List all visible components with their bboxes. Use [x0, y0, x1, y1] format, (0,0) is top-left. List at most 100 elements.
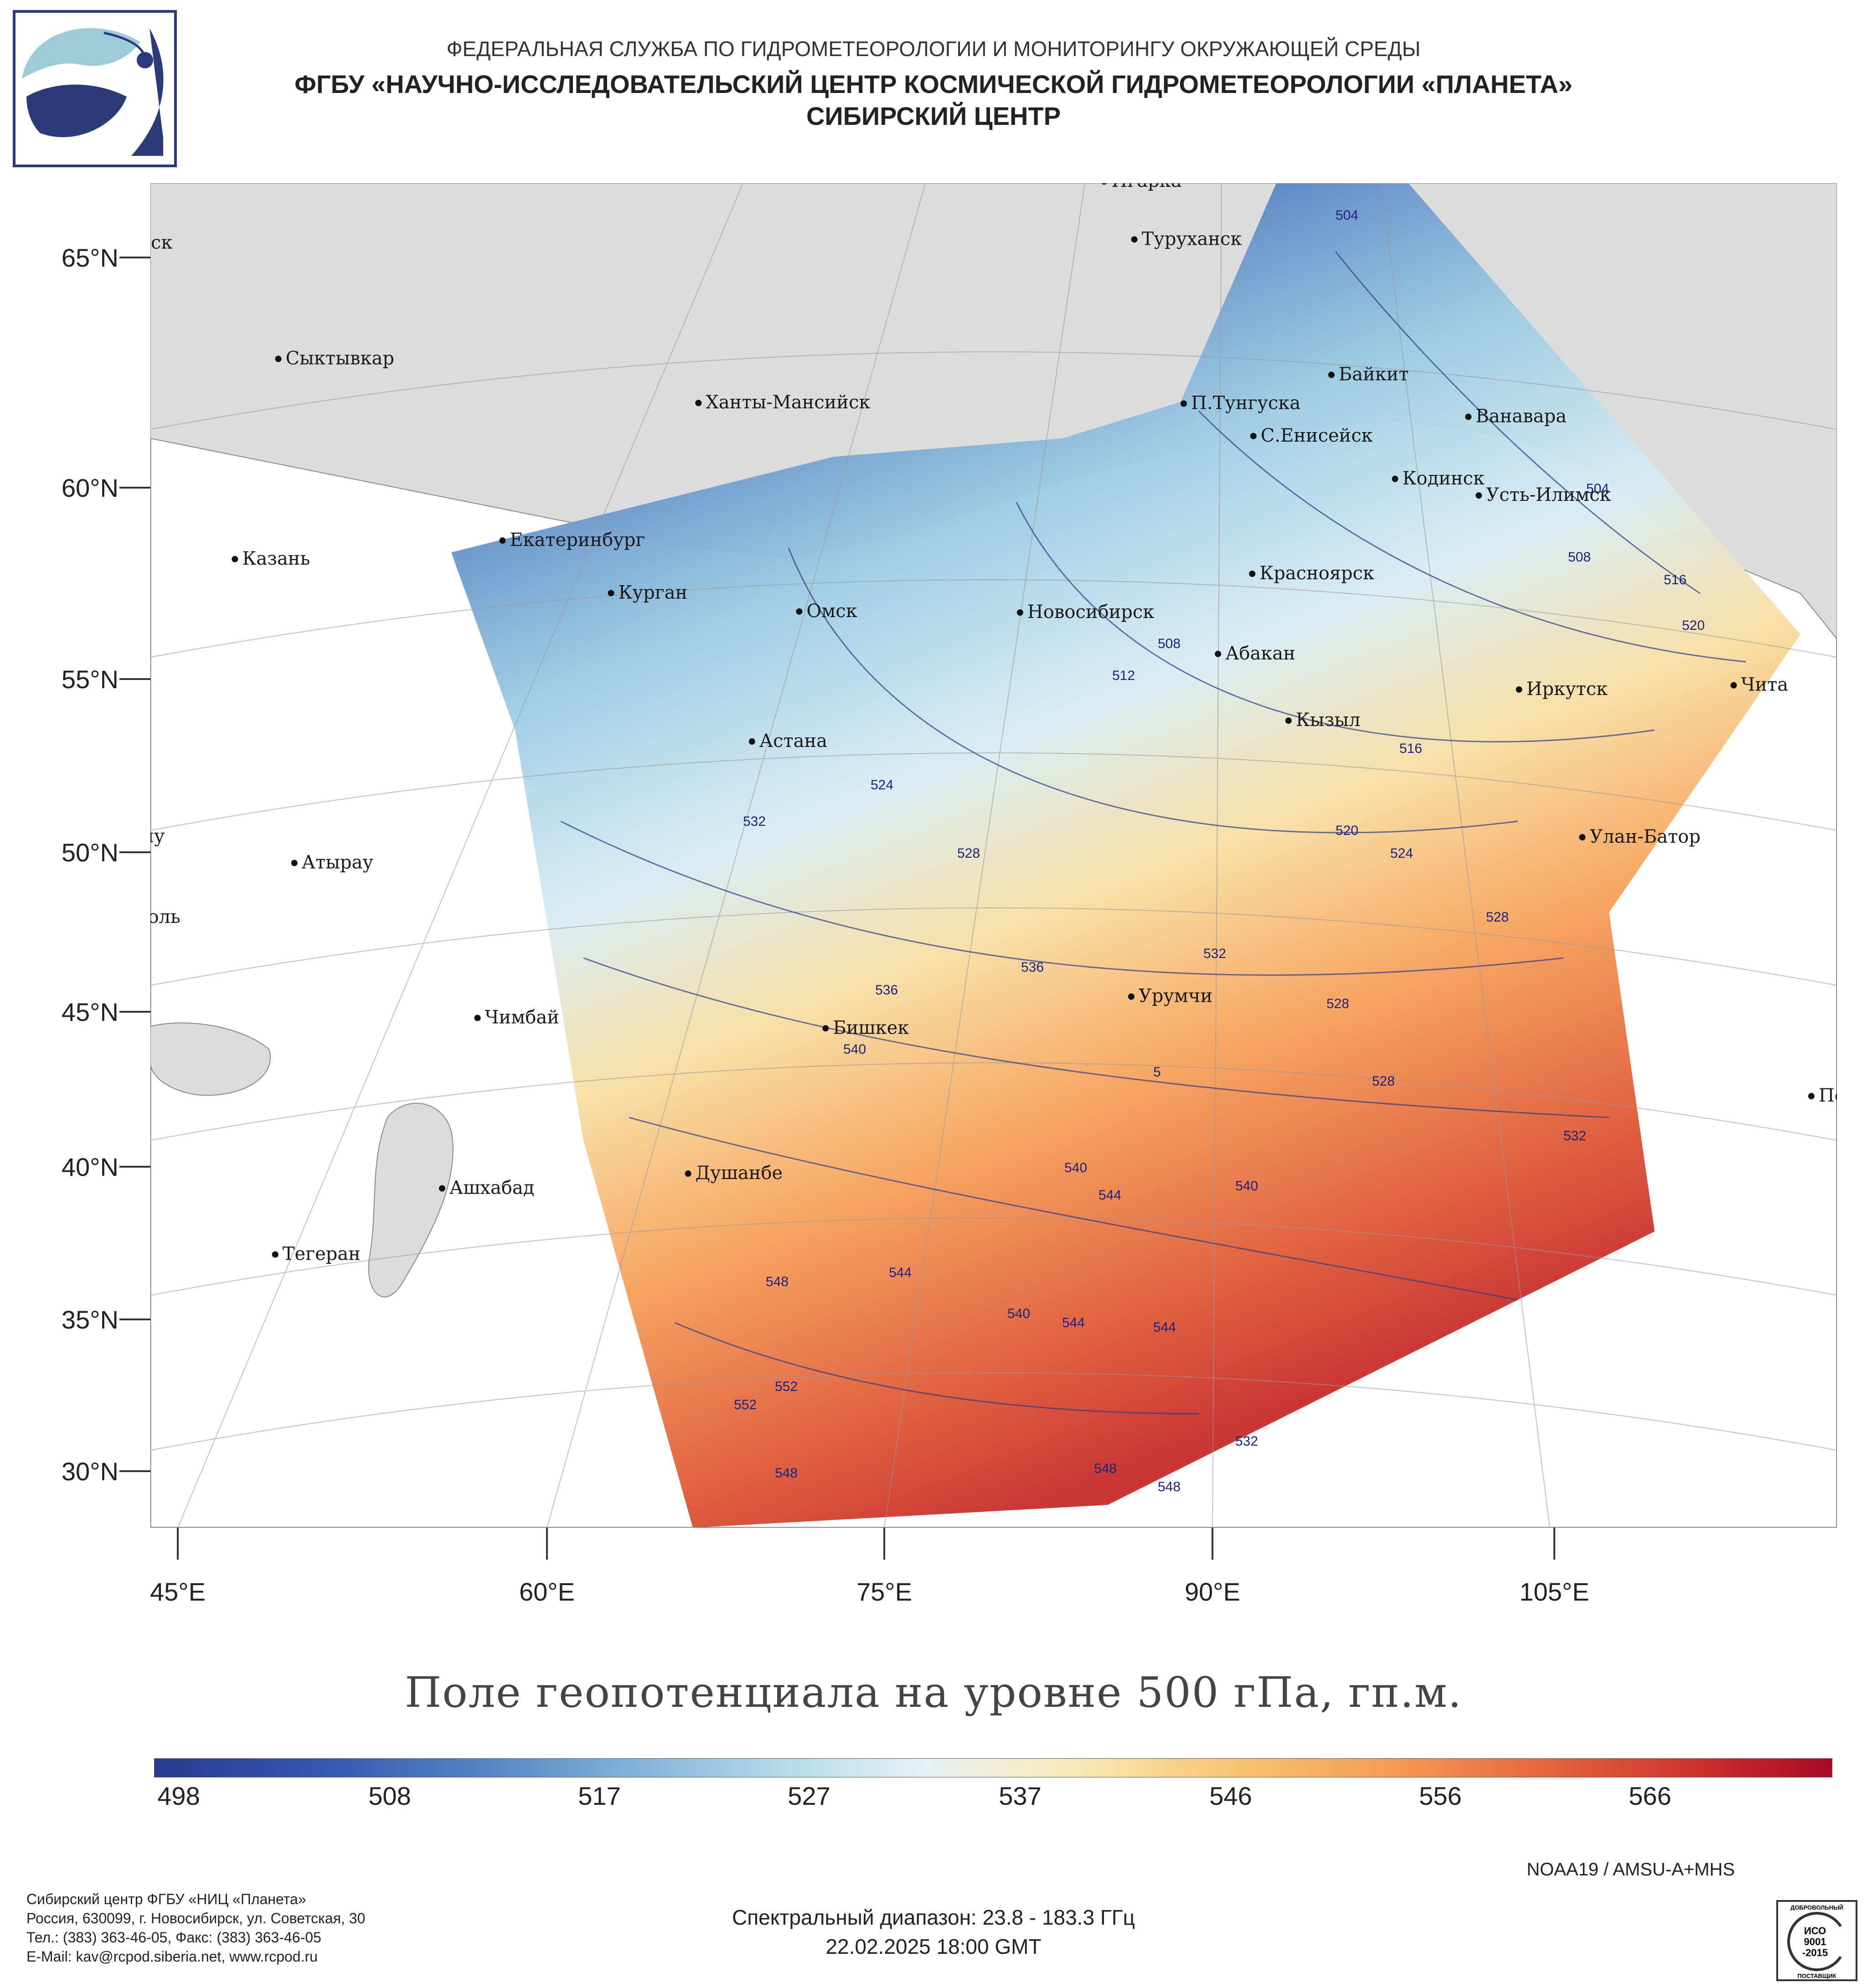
longitude-tick [177, 1528, 179, 1560]
city-label: Игарка [1111, 183, 1181, 191]
address-line: Тел.: (383) 363-46-05, Факс: (383) 363-4… [26, 1929, 321, 1946]
iso-certification-badge: ДОБРОВОЛЬНЫЙ ИСО 9001 -2015 ПОСТАВЩИК [1776, 1900, 1857, 1981]
latitude-tick [119, 678, 150, 680]
city-label: Урумчи [1139, 986, 1212, 1007]
colorbar-label: 508 [368, 1782, 411, 1810]
city-dot [1250, 433, 1257, 439]
city-dot [474, 1015, 481, 1021]
city-label: Сыктывкар [286, 348, 394, 369]
city-marker: Курган [608, 582, 688, 603]
city-markers: ДиксонХатангаСабеттаАрхангельскНорильскИ… [150, 183, 1837, 1265]
contour-label: 548 [1158, 1479, 1181, 1494]
city-dot [1181, 400, 1187, 407]
latitude-tick [119, 487, 150, 489]
latitude-label: 65°N [61, 243, 119, 272]
contour-label: 524 [871, 778, 893, 793]
longitude-tick [883, 1528, 885, 1560]
contour-label: 532 [1203, 946, 1226, 961]
caspian-sea [368, 1102, 454, 1298]
city-marker: Екатеринбург [499, 530, 645, 551]
longitude-label: 75°E [856, 1577, 913, 1606]
city-dot [1101, 183, 1107, 185]
city-label: Иркутск [1527, 679, 1608, 700]
contour-label: 516 [1664, 572, 1686, 587]
city-marker: Архангельск [150, 232, 172, 253]
colorbar-label: 517 [578, 1782, 621, 1810]
city-label: Байкит [1339, 364, 1409, 385]
contour-label: 544 [1099, 1188, 1121, 1203]
black-sea [150, 1022, 271, 1096]
city-marker: Ханты-Мансийск [695, 392, 870, 413]
latitude-tick [119, 1470, 150, 1472]
contour-label: 532 [743, 814, 766, 829]
longitude-label: 105°E [1519, 1577, 1589, 1606]
longitude-tick [1212, 1528, 1213, 1560]
city-label: Астана [759, 731, 827, 752]
planeta-logo [13, 10, 177, 167]
city-marker: Пекин [1808, 1085, 1837, 1106]
city-marker: Чимбай [474, 1007, 559, 1028]
spectral-range: Спектральный диапазон: 23.8 - 183.3 ГГц [732, 1906, 1135, 1929]
city-dot [1516, 686, 1522, 693]
contour-label: 536 [875, 983, 898, 998]
contour-label: 528 [957, 846, 980, 861]
city-marker: Кодинск [1392, 468, 1485, 489]
contour-label: 504 [1336, 208, 1358, 223]
city-marker: Новосибирск [1016, 602, 1154, 623]
city-label: Ванавара [1475, 406, 1567, 427]
city-marker: Усть-Илимск [1475, 484, 1611, 505]
colorbar-label: 556 [1419, 1782, 1462, 1810]
city-dot [1465, 413, 1472, 420]
latitude-tick [119, 1011, 150, 1013]
latitude-tick [119, 257, 150, 258]
contour-label: 516 [1399, 741, 1422, 756]
contour-label: 548 [1094, 1461, 1117, 1476]
city-dot [438, 1185, 445, 1192]
city-marker: Ванавара [1465, 406, 1567, 427]
city-marker: Бишкек [822, 1017, 909, 1038]
city-label: Пекин [1819, 1085, 1837, 1106]
city-label: Чимбай [485, 1007, 559, 1028]
city-marker: Урумчи [1128, 986, 1212, 1007]
address-block: Сибирский центр ФГБУ «НИЦ «Планета» Росс… [26, 1890, 365, 1966]
city-label: Екатеринбург [510, 530, 645, 551]
iso-number: 9001 [1804, 1936, 1826, 1947]
contour-label: 540 [1235, 1179, 1258, 1194]
city-dot [1475, 492, 1482, 499]
city-marker: Ставрополь [150, 906, 181, 927]
contour-label: 532 [1235, 1434, 1258, 1449]
city-label: П.Тунгуска [1191, 393, 1300, 414]
agency-title: ФЕДЕРАЛЬНАЯ СЛУЖБА ПО ГИДРОМЕТЕОРОЛОГИИ … [446, 37, 1421, 61]
colorbar-label: 498 [157, 1782, 200, 1810]
city-dot [1016, 609, 1023, 616]
data-swath [451, 183, 1800, 1528]
contour-label: 528 [1372, 1074, 1395, 1089]
contour-label: 536 [1021, 960, 1044, 975]
city-label: Ашхабад [449, 1178, 534, 1199]
latitude-label: 55°N [61, 665, 119, 694]
city-label: Тегеран [283, 1244, 361, 1265]
city-marker: Красноярск [1249, 563, 1374, 584]
latitude-tick [119, 1318, 150, 1320]
contour-label: 520 [1682, 618, 1705, 633]
city-label: Курган [619, 582, 688, 603]
city-dot [822, 1025, 829, 1032]
branch-title: СИБИРСКИЙ ЦЕНТР [806, 102, 1061, 130]
contour-label: 548 [766, 1274, 789, 1289]
city-marker: Сыктывкар [275, 348, 394, 369]
latitude-label: 45°N [61, 998, 119, 1026]
city-dot [1392, 475, 1398, 482]
city-marker: Туруханск [1131, 228, 1242, 249]
longitude-tick [546, 1528, 548, 1560]
city-label: С.Енисейск [1261, 425, 1373, 446]
city-dot [685, 1170, 691, 1177]
city-marker: Игарка [1101, 183, 1182, 191]
city-dot [1128, 993, 1135, 1000]
center-title: ФГБУ «НАУЧНО-ИССЛЕДОВАТЕЛЬСКИЙ ЦЕНТР КОС… [294, 70, 1573, 98]
longitude-tick [1553, 1528, 1555, 1560]
contour-label: 544 [1062, 1315, 1085, 1330]
contour-label: 524 [1390, 846, 1413, 861]
contour-label: 544 [1153, 1320, 1176, 1335]
city-dot [499, 537, 506, 544]
city-dot [1131, 236, 1138, 243]
